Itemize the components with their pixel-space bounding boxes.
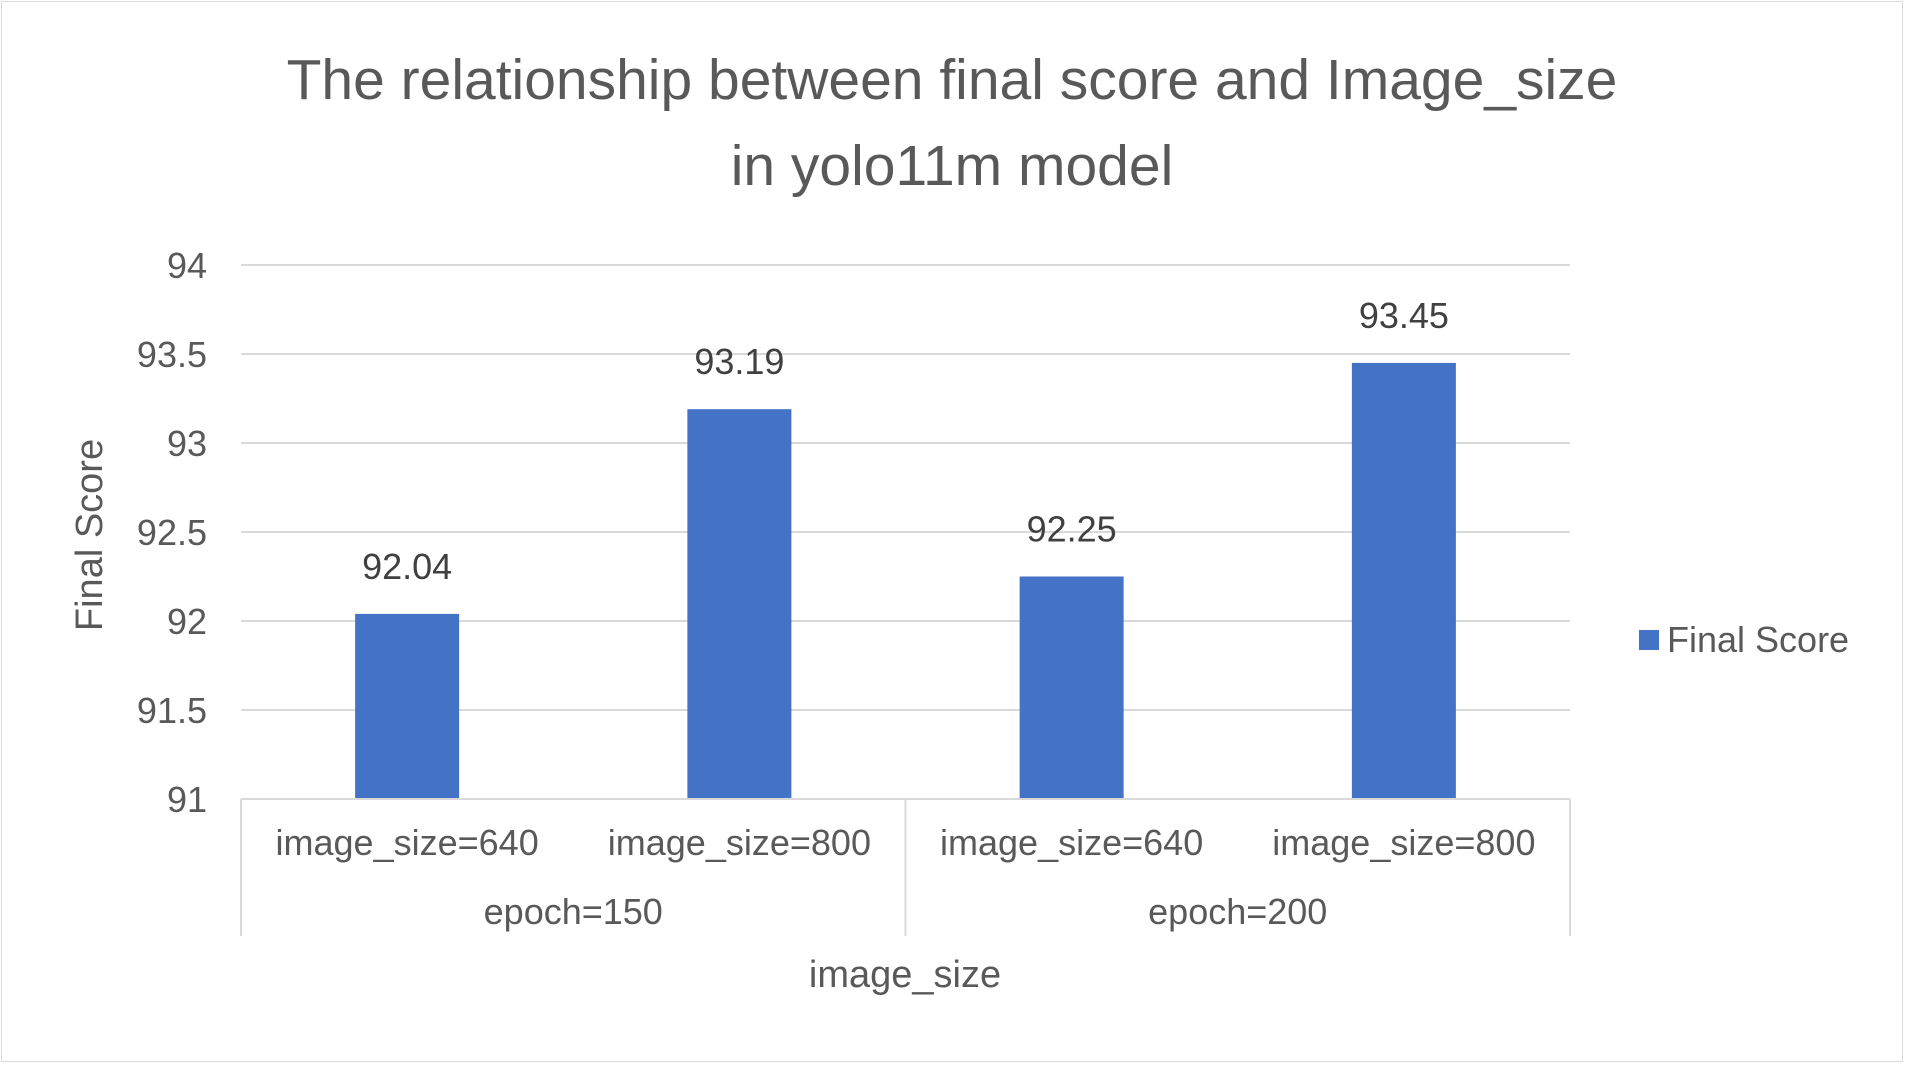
- chart-title: The relationship between final score and…: [287, 48, 1618, 198]
- legend-label-final-score: Final Score: [1667, 619, 1849, 660]
- legend: Final Score: [1639, 619, 1849, 660]
- y-tick-label: 92: [167, 601, 207, 642]
- x-tick-label: image_size=800: [608, 822, 871, 863]
- bar-data-label: 92.04: [362, 546, 452, 587]
- x-group-label: epoch=150: [484, 891, 663, 932]
- y-tick-label: 92.5: [137, 512, 207, 553]
- y-tick-label: 94: [167, 245, 207, 286]
- x-tick-label: image_size=640: [276, 822, 539, 863]
- gridlines: [241, 264, 1570, 711]
- bar-data-label: 92.25: [1027, 509, 1117, 550]
- legend-swatch-final-score: [1639, 630, 1659, 650]
- x-tick-label: image_size=640: [940, 822, 1203, 863]
- bar: [1351, 362, 1456, 799]
- bar: [687, 409, 792, 799]
- y-axis-tick-labels: 91 91.5 92 92.5 93 93.5 94: [137, 245, 207, 820]
- bar-data-labels: 92.04 93.19 92.25 93.45: [362, 295, 1449, 587]
- bars: [355, 362, 1456, 799]
- y-axis-title: Final Score: [69, 439, 111, 631]
- bar: [355, 613, 460, 799]
- bar: [1019, 576, 1124, 799]
- y-tick-label: 91.5: [137, 690, 207, 731]
- x-axis: image_size=640 image_size=800 image_size=6…: [240, 798, 1571, 936]
- chart-title-line-2: in yolo11m model: [731, 134, 1174, 198]
- y-tick-label: 91: [167, 779, 207, 820]
- y-tick-label: 93.5: [137, 334, 207, 375]
- y-tick-label: 93: [167, 423, 207, 464]
- bar-data-label: 93.45: [1359, 295, 1449, 336]
- bar-data-label: 93.19: [694, 341, 784, 382]
- x-axis-title: image_size: [809, 954, 1001, 996]
- x-group-label: epoch=200: [1148, 891, 1327, 932]
- x-tick-label: image_size=800: [1272, 822, 1535, 863]
- chart-title-line-1: The relationship between final score and…: [287, 48, 1618, 112]
